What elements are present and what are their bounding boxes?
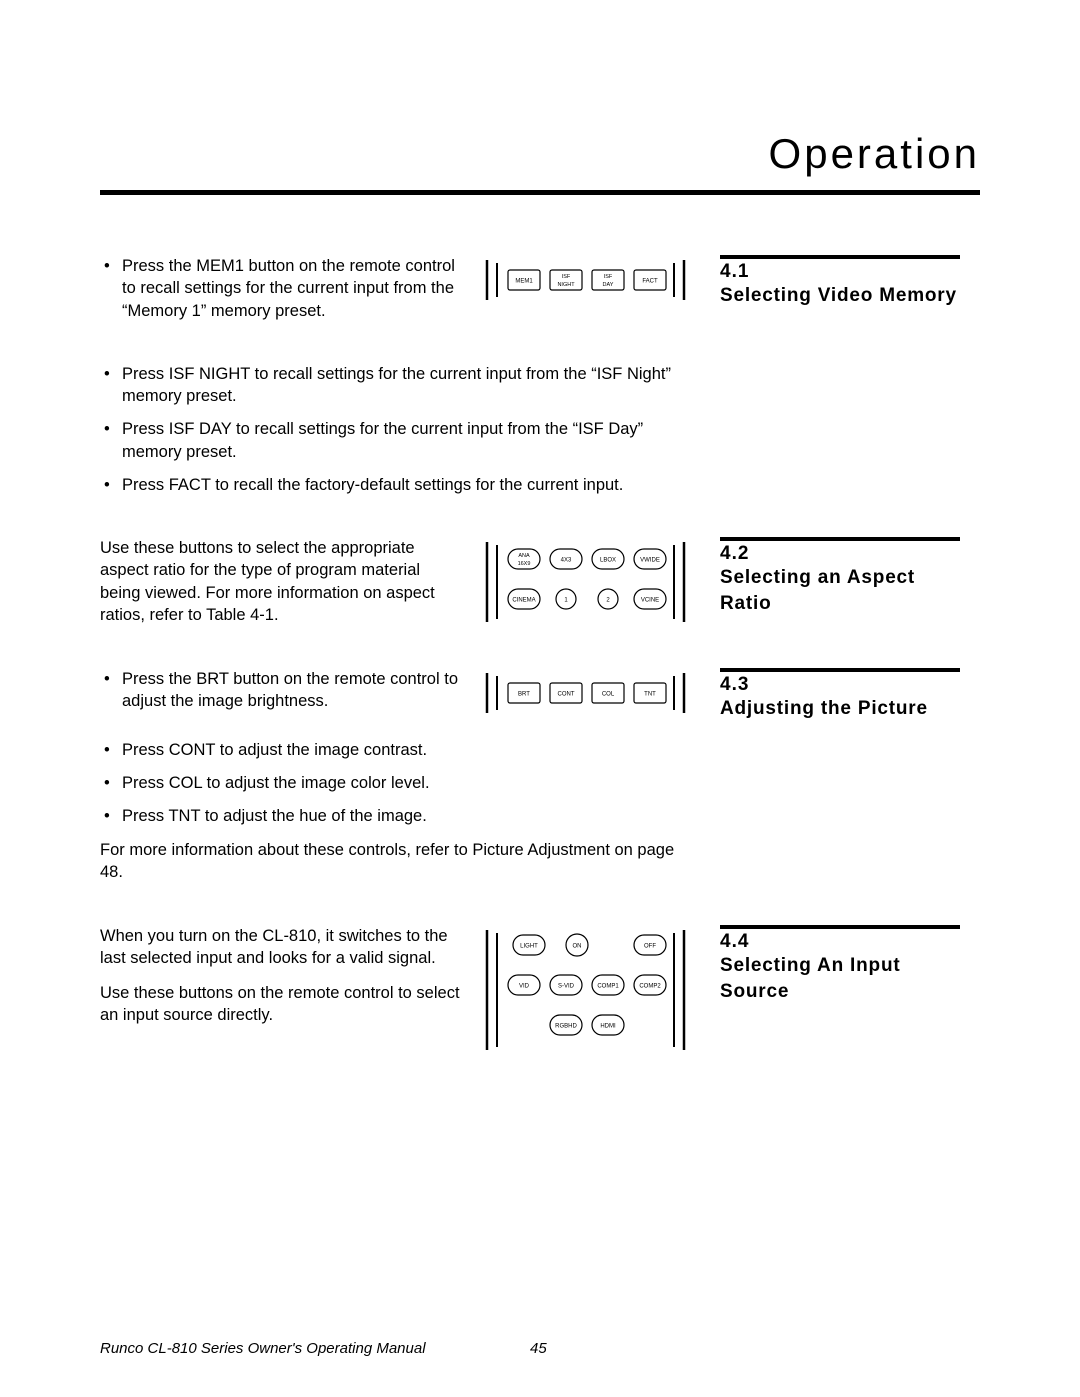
bullet-item: Press ISF DAY to recall settings for the… [122, 418, 695, 463]
svg-text:RGBHD: RGBHD [555, 1024, 577, 1030]
bullet-item: Press ISF NIGHT to recall settings for t… [122, 363, 695, 408]
section-rule [720, 255, 960, 259]
section-number: 4.1 [720, 261, 960, 283]
svg-text:LBOX: LBOX [599, 558, 615, 564]
svg-text:BRT: BRT [518, 692, 530, 698]
section-rule [720, 925, 960, 929]
svg-text:ISF: ISF [561, 274, 570, 280]
svg-text:FACT: FACT [642, 279, 658, 285]
remote-picture-buttons: BRT CONT COL TNT [480, 668, 690, 718]
bullet-item: Press the MEM1 button on the remote cont… [122, 255, 465, 322]
remote-input-buttons: LIGHT ON OFF VID S-VID COMP1 COMP2 RGBHD… [480, 925, 690, 1055]
chapter-title: Operation [100, 130, 980, 178]
body-text: For more information about these control… [100, 839, 695, 884]
remote-aspect-buttons: ANA 16X9 4X3 LBOX VWIDE C [480, 537, 690, 627]
svg-text:COMP2: COMP2 [639, 984, 661, 990]
svg-text:S-VID: S-VID [557, 984, 574, 990]
footer-doc-title: Runco CL-810 Series Owner's Operating Ma… [100, 1340, 530, 1357]
section-number: 4.3 [720, 674, 960, 696]
section-rule [720, 537, 960, 541]
svg-text:CINEMA: CINEMA [512, 598, 535, 604]
section-title: Selecting An Input Source [720, 953, 960, 1004]
section-number: 4.2 [720, 543, 960, 565]
svg-text:ON: ON [572, 944, 581, 950]
bullet-item: Press the BRT button on the remote contr… [122, 668, 465, 713]
svg-text:16X9: 16X9 [517, 561, 530, 567]
bullet-item: Press FACT to recall the factory-default… [122, 474, 695, 496]
svg-text:VID: VID [518, 984, 529, 990]
bullet-item: Press TNT to adjust the hue of the image… [122, 805, 695, 827]
body-text: Use these buttons to select the appropri… [100, 537, 465, 626]
svg-text:LIGHT: LIGHT [520, 944, 538, 950]
svg-text:TNT: TNT [644, 692, 656, 698]
section-title: Selecting Video Memory [720, 283, 960, 309]
svg-text:VWIDE: VWIDE [640, 558, 660, 564]
remote-memory-buttons: MEM1 ISF NIGHT ISF DAY FACT [480, 255, 690, 305]
svg-text:COL: COL [601, 692, 614, 698]
body-text: Use these buttons on the remote control … [100, 982, 465, 1027]
svg-text:CONT: CONT [557, 692, 574, 698]
svg-text:MEM1: MEM1 [515, 279, 533, 285]
bullet-item: Press COL to adjust the image color leve… [122, 772, 695, 794]
section-rule [720, 668, 960, 672]
chapter-rule [100, 190, 980, 195]
svg-text:HDMI: HDMI [600, 1024, 616, 1030]
svg-text:ANA: ANA [518, 553, 530, 559]
svg-text:4X3: 4X3 [560, 558, 571, 564]
svg-text:VCINE: VCINE [640, 598, 658, 604]
bullet-item: Press CONT to adjust the image contrast. [122, 739, 695, 761]
footer-page-number: 45 [530, 1340, 547, 1357]
svg-text:ISF: ISF [603, 274, 612, 280]
section-title: Adjusting the Picture [720, 696, 960, 722]
svg-text:OFF: OFF [644, 944, 656, 950]
section-title: Selecting an Aspect Ratio [720, 565, 960, 616]
svg-text:NIGHT: NIGHT [557, 282, 575, 288]
svg-text:DAY: DAY [602, 282, 613, 288]
section-number: 4.4 [720, 931, 960, 953]
page-footer: Runco CL-810 Series Owner's Operating Ma… [100, 1340, 980, 1357]
svg-text:COMP1: COMP1 [597, 984, 619, 990]
body-text: When you turn on the CL-810, it switches… [100, 925, 465, 970]
